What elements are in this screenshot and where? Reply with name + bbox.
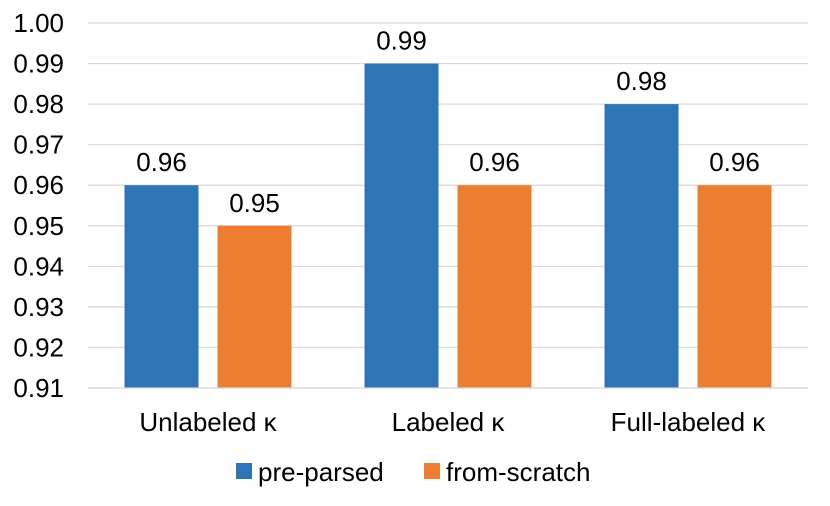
gridlines (88, 22, 808, 389)
y-tick-label: 0.99 (13, 49, 64, 79)
bar-from-scratch-2 (697, 185, 772, 388)
data-label: 0.96 (136, 147, 187, 177)
y-tick-label: 0.95 (13, 211, 64, 241)
data-label: 0.95 (229, 188, 280, 218)
x-category-label: Labeled κ (392, 407, 506, 437)
x-category-label: Unlabeled κ (139, 407, 277, 437)
y-tick-label: 0.97 (13, 130, 64, 160)
bar-pre-parsed-0 (124, 185, 199, 388)
y-tick-label: 0.96 (13, 170, 64, 200)
data-label: 0.96 (469, 147, 520, 177)
data-labels: 0.96 0.95 0.99 0.96 0.98 0.96 (136, 26, 760, 218)
x-category-label: Full-labeled κ (611, 407, 767, 437)
legend-label: from-scratch (446, 457, 590, 487)
data-label: 0.96 (709, 147, 760, 177)
legend-label: pre-parsed (258, 457, 384, 487)
y-tick-label: 0.93 (13, 292, 64, 322)
legend-swatch-pre-parsed (236, 463, 252, 479)
bar-from-scratch-1 (457, 185, 532, 388)
y-axis: 0.91 0.92 0.93 0.94 0.95 0.96 0.97 0.98 0.99 1.00 (13, 8, 64, 403)
x-axis: Unlabeled κ Labeled κ Full-labeled κ (88, 387, 808, 437)
y-tick-label: 0.94 (13, 251, 64, 281)
legend-swatch-from-scratch (424, 463, 440, 479)
y-tick-label: 0.92 (13, 332, 64, 362)
data-label: 0.98 (616, 66, 667, 96)
data-label: 0.99 (376, 26, 427, 56)
bar-pre-parsed-2 (604, 104, 679, 388)
y-tick-label: 1.00 (13, 8, 64, 38)
bar-from-scratch-0 (217, 225, 292, 388)
bars (124, 63, 772, 389)
bar-pre-parsed-1 (364, 63, 439, 389)
y-tick-label: 0.91 (13, 373, 64, 403)
legend: pre-parsed from-scratch (236, 457, 590, 487)
y-tick-label: 0.98 (13, 89, 64, 119)
